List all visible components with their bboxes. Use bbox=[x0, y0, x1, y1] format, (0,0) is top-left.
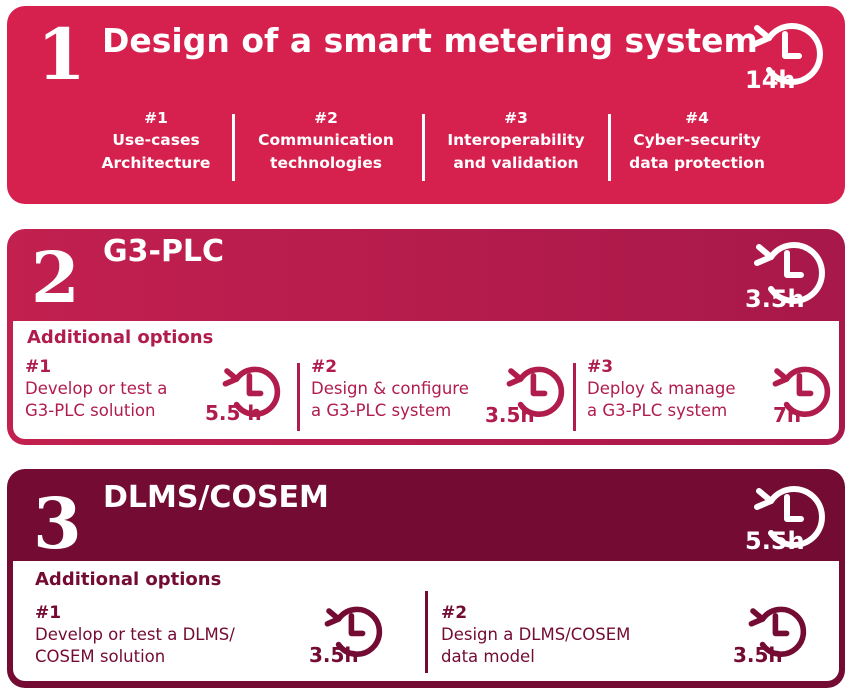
topic-4: #4 Cyber-security data protection bbox=[619, 107, 775, 174]
clock-countdown-icon bbox=[321, 601, 385, 661]
option-number: #1 bbox=[25, 357, 52, 377]
divider bbox=[573, 363, 576, 431]
option-number: #3 bbox=[587, 357, 614, 377]
section-number: 2 bbox=[31, 236, 80, 319]
section-1-panel: 1 Design of a smart metering system 14h … bbox=[7, 6, 845, 204]
section-duration: 3.5h bbox=[745, 285, 805, 313]
clock-countdown-icon bbox=[769, 361, 833, 421]
divider bbox=[297, 363, 300, 431]
option-text: Develop or test a G3-PLC solution bbox=[25, 379, 168, 420]
option-duration: 3.5h bbox=[485, 403, 535, 427]
clock-countdown-icon bbox=[747, 18, 827, 88]
option-number: #1 bbox=[35, 603, 62, 623]
option-number: #2 bbox=[311, 357, 338, 377]
section-number: 3 bbox=[33, 482, 82, 565]
topic-number: #1 bbox=[144, 109, 168, 127]
topic-number: #2 bbox=[314, 109, 338, 127]
additional-options-heading: Additional options bbox=[35, 569, 222, 590]
topic-text: Communication technologies bbox=[258, 131, 394, 172]
option-text: Design a DLMS/COSEM data model bbox=[441, 625, 631, 666]
section-title: Design of a smart metering system bbox=[102, 21, 758, 60]
option-duration: 5.5 h bbox=[205, 401, 262, 425]
topic-2: #2 Communication technologies bbox=[245, 107, 407, 174]
clock-countdown-icon bbox=[219, 361, 283, 421]
topic-1: #1 Use-cases Architecture bbox=[87, 107, 225, 174]
divider bbox=[232, 114, 235, 181]
section-duration: 5.5h bbox=[745, 527, 805, 555]
option-duration: 3.5h bbox=[309, 643, 359, 667]
section-3-panel: 3 DLMS/COSEM 5.5h Additional options #1 … bbox=[7, 469, 845, 688]
clock-countdown-icon bbox=[749, 237, 829, 307]
section-number: 1 bbox=[37, 13, 86, 96]
topic-number: #4 bbox=[685, 109, 709, 127]
topic-number: #3 bbox=[504, 109, 528, 127]
option-number: #2 bbox=[441, 603, 468, 623]
additional-options-heading: Additional options bbox=[27, 327, 214, 348]
section-title: DLMS/COSEM bbox=[103, 480, 329, 515]
divider bbox=[425, 591, 428, 673]
divider bbox=[608, 114, 611, 181]
clock-countdown-icon bbox=[749, 481, 829, 551]
divider bbox=[422, 114, 425, 181]
topic-3: #3 Interoperability and validation bbox=[435, 107, 597, 174]
option-text: Deploy & manage a G3-PLC system bbox=[587, 379, 736, 420]
topic-text: Use-cases Architecture bbox=[101, 131, 211, 172]
additional-options-box: Additional options #1 Develop or test a … bbox=[13, 321, 839, 439]
option-duration: 3.5h bbox=[733, 643, 783, 667]
section-2-panel: 2 G3-PLC 3.5h Additional options #1 Deve… bbox=[7, 229, 845, 445]
option-text: Design & configure a G3-PLC system bbox=[311, 379, 469, 420]
topic-text: Interoperability and validation bbox=[447, 131, 585, 172]
clock-countdown-icon bbox=[503, 361, 567, 421]
option-duration: 7h bbox=[773, 403, 802, 427]
section-duration: 14h bbox=[745, 66, 796, 94]
additional-options-box: Additional options #1 Develop or test a … bbox=[13, 561, 839, 681]
section-title: G3-PLC bbox=[103, 234, 225, 269]
option-text: Develop or test a DLMS/ COSEM solution bbox=[35, 625, 235, 666]
clock-countdown-icon bbox=[745, 601, 809, 661]
topic-text: Cyber-security data protection bbox=[629, 131, 765, 172]
